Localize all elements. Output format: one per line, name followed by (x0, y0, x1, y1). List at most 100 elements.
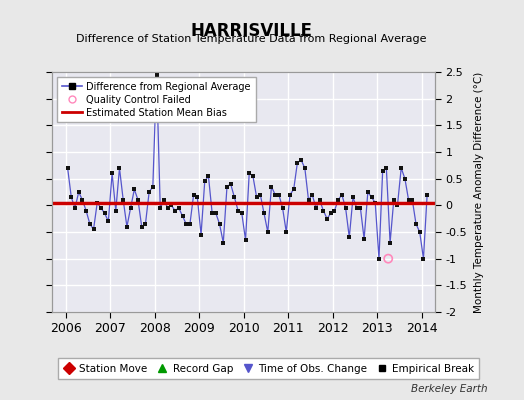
Point (275, 192, 283, 198)
Point (178, 213, 187, 219)
Point (378, 168, 387, 174)
Point (271, 192, 279, 198)
Point (253, 194, 261, 200)
Point (264, 229, 272, 235)
Point (405, 197, 413, 203)
Point (174, 205, 183, 211)
Point (371, 200, 379, 206)
Point (185, 221, 194, 227)
Point (289, 186, 298, 192)
Point (382, 165, 390, 171)
Point (193, 194, 202, 200)
Point (82, 208, 90, 214)
Point (323, 216, 331, 222)
Point (394, 202, 402, 208)
Point (286, 192, 294, 198)
Point (63, 165, 72, 171)
Point (408, 197, 417, 203)
Point (278, 205, 287, 211)
Point (267, 184, 276, 190)
Point (171, 208, 179, 214)
Point (330, 208, 339, 214)
Legend: Station Move, Record Gap, Time of Obs. Change, Empirical Break: Station Move, Record Gap, Time of Obs. C… (58, 358, 479, 379)
Point (389, 197, 398, 203)
Point (137, 224, 146, 230)
Point (360, 236, 368, 242)
Point (308, 192, 316, 198)
Point (101, 210, 109, 216)
Point (412, 221, 420, 227)
Point (334, 197, 342, 203)
Point (301, 165, 309, 171)
Point (319, 208, 328, 214)
Point (204, 173, 213, 179)
Point (163, 205, 172, 211)
Point (130, 186, 138, 192)
Y-axis label: Monthly Temperature Anomaly Difference (°C): Monthly Temperature Anomaly Difference (… (474, 71, 484, 313)
Point (93, 200, 102, 206)
Text: Berkeley Earth: Berkeley Earth (411, 384, 487, 394)
Point (342, 205, 350, 211)
Point (74, 189, 83, 195)
Point (304, 197, 313, 203)
Point (223, 184, 231, 190)
Point (349, 194, 357, 200)
Point (326, 210, 335, 216)
Point (237, 210, 246, 216)
Point (337, 192, 346, 198)
Point (145, 189, 154, 195)
Point (149, 184, 157, 190)
Point (260, 210, 268, 216)
Point (112, 208, 120, 214)
Text: Difference of Station Temperature Data from Regional Average: Difference of Station Temperature Data f… (77, 34, 427, 44)
Point (256, 192, 265, 198)
Point (384, 256, 392, 262)
Point (104, 218, 113, 224)
Point (293, 160, 302, 166)
Point (67, 194, 75, 200)
Point (416, 229, 424, 235)
Point (230, 194, 238, 200)
Point (219, 240, 227, 246)
Point (126, 205, 135, 211)
Point (152, 72, 161, 78)
Point (282, 229, 290, 235)
Point (356, 205, 365, 211)
Point (367, 194, 376, 200)
Point (134, 197, 142, 203)
Point (208, 210, 216, 216)
Point (97, 205, 105, 211)
Point (182, 221, 190, 227)
Point (90, 226, 98, 232)
Point (375, 256, 383, 262)
Point (119, 197, 127, 203)
Point (419, 256, 428, 262)
Point (249, 173, 257, 179)
Point (423, 192, 431, 198)
Point (123, 224, 131, 230)
Point (78, 197, 86, 203)
Point (201, 178, 209, 184)
Point (386, 240, 394, 246)
Point (85, 221, 94, 227)
Point (297, 157, 305, 163)
Point (190, 192, 198, 198)
Point (226, 181, 235, 187)
Point (397, 165, 406, 171)
Point (108, 170, 116, 176)
Point (156, 205, 165, 211)
Point (115, 165, 124, 171)
Point (242, 237, 250, 243)
Point (353, 205, 361, 211)
Point (212, 210, 220, 216)
Point (71, 205, 79, 211)
Text: HARRISVILLE: HARRISVILLE (191, 22, 312, 40)
Point (215, 221, 224, 227)
Point (312, 205, 320, 211)
Point (315, 197, 324, 203)
Point (401, 176, 409, 182)
Point (197, 232, 205, 238)
Point (141, 221, 150, 227)
Point (364, 189, 372, 195)
Point (167, 202, 176, 208)
